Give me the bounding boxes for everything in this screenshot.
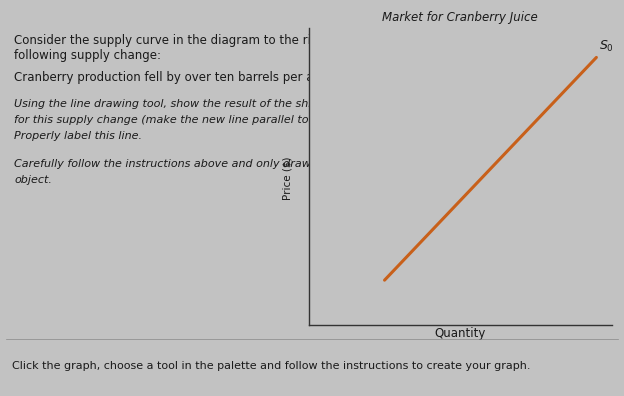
Text: Carefully follow the instructions above and only draw the required: Carefully follow the instructions above … [14,159,384,169]
Text: Consider the supply curve in the diagram to the right for the: Consider the supply curve in the diagram… [14,34,374,47]
Text: Cranberry production fell by over ten barrels per acre.: Cranberry production fell by over ten ba… [14,71,336,84]
Title: Market for Cranberry Juice: Market for Cranberry Juice [383,11,538,24]
Text: Using the line drawing tool, show the result of the shift in supply: Using the line drawing tool, show the re… [14,99,374,109]
Text: following supply change:: following supply change: [14,50,161,63]
Text: for this supply change (make the new line parallel to the original).: for this supply change (make the new lin… [14,115,384,125]
Text: $S_0$: $S_0$ [600,39,615,54]
Text: Click the graph, choose a tool in the palette and follow the instructions to cre: Click the graph, choose a tool in the pa… [12,361,531,371]
Text: Price ($): Price ($) [282,156,292,200]
Text: object.: object. [14,175,52,185]
Text: Properly label this line.: Properly label this line. [14,131,142,141]
X-axis label: Quantity: Quantity [434,327,486,341]
